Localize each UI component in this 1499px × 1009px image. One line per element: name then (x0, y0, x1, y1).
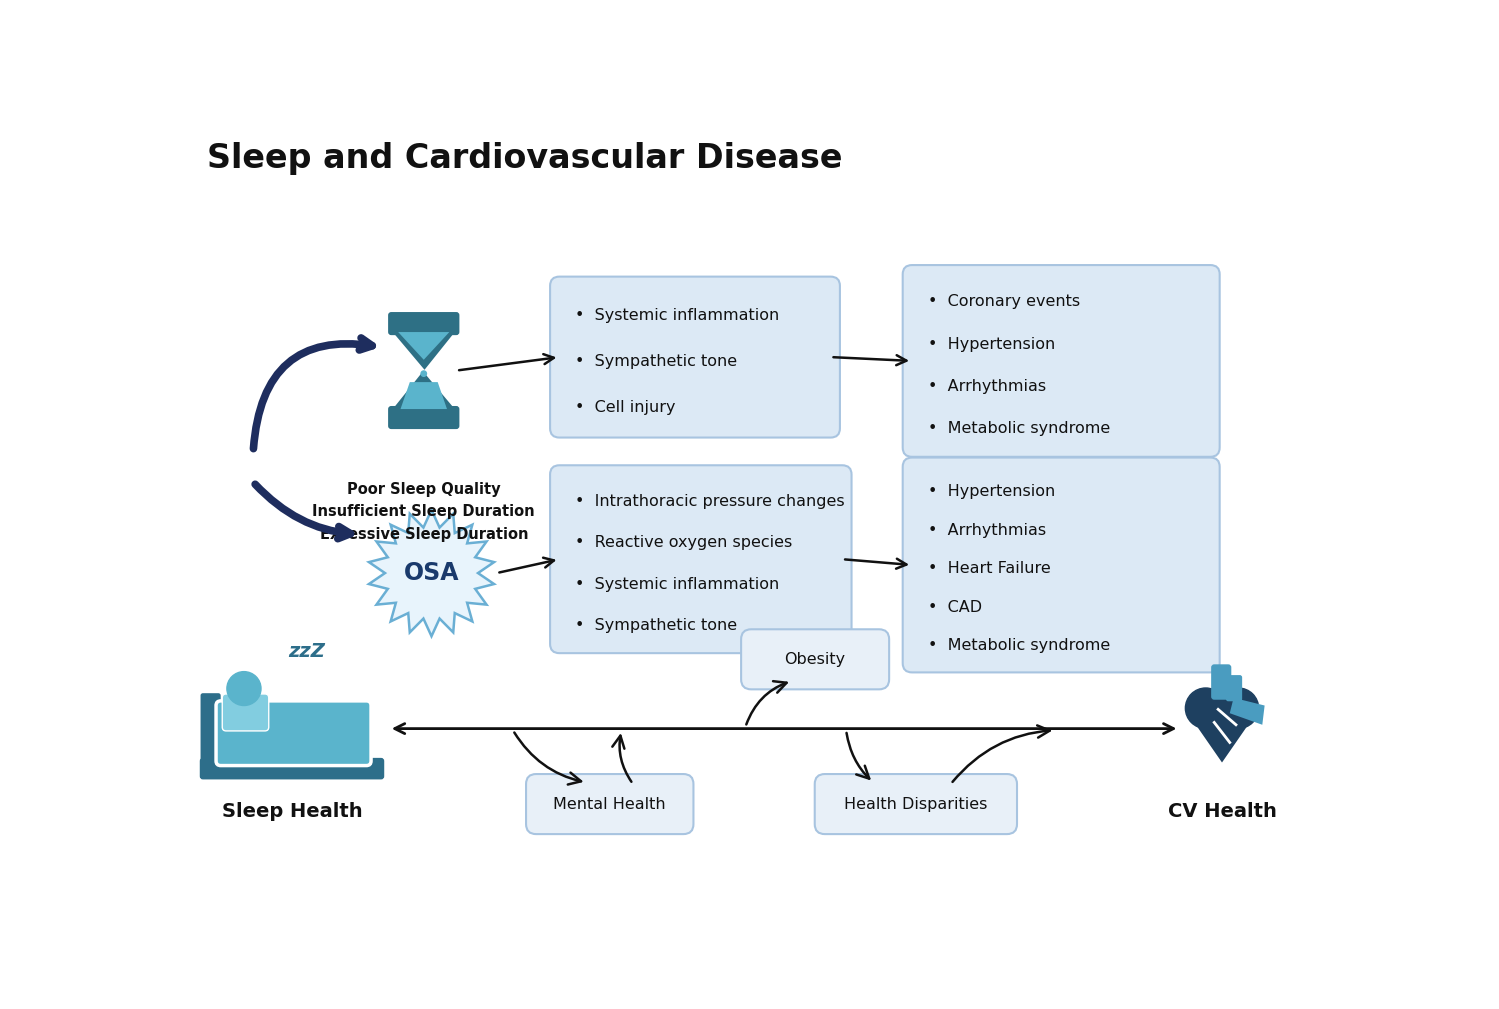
Text: Sleep Health: Sleep Health (222, 802, 363, 820)
Polygon shape (393, 371, 454, 409)
FancyBboxPatch shape (550, 276, 839, 438)
Text: •  CAD: • CAD (928, 599, 982, 614)
Text: zzZ: zzZ (288, 642, 325, 661)
Polygon shape (400, 382, 447, 409)
FancyBboxPatch shape (1211, 664, 1231, 699)
Text: •  Sympathetic tone: • Sympathetic tone (576, 618, 738, 633)
FancyBboxPatch shape (902, 265, 1220, 457)
FancyBboxPatch shape (222, 694, 268, 731)
Text: •  Metabolic syndrome: • Metabolic syndrome (928, 421, 1109, 436)
FancyBboxPatch shape (902, 457, 1220, 672)
FancyBboxPatch shape (351, 711, 370, 779)
FancyBboxPatch shape (526, 774, 694, 834)
FancyBboxPatch shape (815, 774, 1016, 834)
Circle shape (226, 672, 261, 705)
Text: •  Cell injury: • Cell injury (576, 401, 676, 415)
FancyBboxPatch shape (388, 406, 459, 429)
Text: Obesity: Obesity (784, 652, 845, 667)
FancyBboxPatch shape (216, 701, 372, 766)
FancyBboxPatch shape (1226, 675, 1243, 701)
Text: •  Arrhythmias: • Arrhythmias (928, 523, 1046, 538)
FancyBboxPatch shape (550, 465, 851, 653)
Circle shape (1186, 688, 1226, 728)
Polygon shape (1229, 698, 1265, 724)
FancyBboxPatch shape (199, 758, 384, 779)
Polygon shape (369, 510, 495, 637)
Text: •  Metabolic syndrome: • Metabolic syndrome (928, 639, 1109, 654)
Polygon shape (399, 332, 450, 360)
Text: Health Disparities: Health Disparities (844, 796, 988, 811)
Text: Mental Health: Mental Health (553, 796, 666, 811)
Text: •  Hypertension: • Hypertension (928, 484, 1055, 499)
Text: •  Hypertension: • Hypertension (928, 337, 1055, 351)
Text: •  Sympathetic tone: • Sympathetic tone (576, 354, 738, 369)
Text: CV Health: CV Health (1168, 802, 1277, 820)
Text: OSA: OSA (403, 561, 459, 585)
Polygon shape (1186, 710, 1258, 763)
Text: •  Systemic inflammation: • Systemic inflammation (576, 576, 779, 591)
Text: •  Heart Failure: • Heart Failure (928, 561, 1051, 576)
Text: •  Intrathoracic pressure changes: • Intrathoracic pressure changes (576, 493, 844, 509)
FancyBboxPatch shape (741, 630, 889, 689)
FancyBboxPatch shape (388, 312, 459, 335)
Text: •  Coronary events: • Coronary events (928, 295, 1079, 310)
Text: Poor Sleep Quality
Insufficient Sleep Duration
Excessive Sleep Duration: Poor Sleep Quality Insufficient Sleep Du… (312, 482, 535, 542)
FancyBboxPatch shape (201, 693, 220, 779)
Polygon shape (393, 332, 454, 369)
Circle shape (1217, 688, 1259, 728)
Text: •  Systemic inflammation: • Systemic inflammation (576, 308, 779, 323)
Text: Sleep and Cardiovascular Disease: Sleep and Cardiovascular Disease (207, 142, 842, 175)
Circle shape (421, 371, 426, 376)
Text: •  Arrhythmias: • Arrhythmias (928, 378, 1046, 394)
Text: •  Reactive oxygen species: • Reactive oxygen species (576, 535, 791, 550)
